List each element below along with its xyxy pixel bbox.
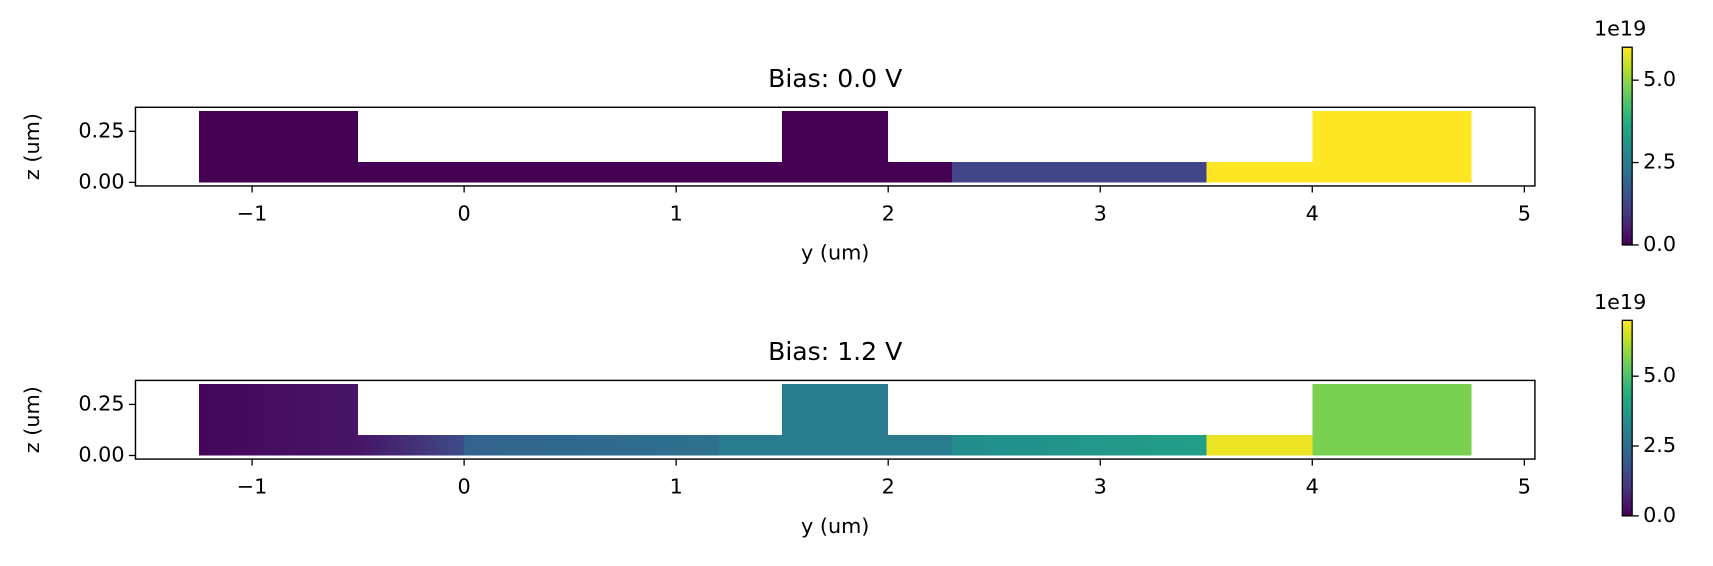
region <box>782 383 889 456</box>
y-tick-label: 0.00 <box>78 169 124 193</box>
chart-title: Bias: 1.2 V <box>768 337 902 366</box>
y-tick-label: 0.00 <box>78 442 124 466</box>
x-tick-label: −1 <box>237 474 268 498</box>
region <box>951 435 1207 456</box>
colorbar-tick-label: 2.5 <box>1643 150 1676 174</box>
colorbar-offset-label: 1e19 <box>1594 17 1646 41</box>
region <box>199 383 359 456</box>
x-tick-label: −1 <box>237 201 268 225</box>
x-tick-label: 3 <box>1094 201 1107 225</box>
x-tick-label: 1 <box>670 201 683 225</box>
y-tick-label: 0.25 <box>78 118 124 142</box>
colorbar-tick-label: 5.0 <box>1643 363 1676 387</box>
y-axis-label: z (um) <box>20 113 44 180</box>
region <box>199 110 359 183</box>
region <box>782 110 889 183</box>
x-tick-label: 2 <box>882 474 895 498</box>
region <box>951 161 1207 183</box>
region <box>1312 383 1472 456</box>
x-tick-label: 5 <box>1518 201 1531 225</box>
colorbar <box>1621 319 1633 517</box>
region <box>358 435 465 456</box>
x-tick-label: 2 <box>882 201 895 225</box>
colorbar-tick-label: 0.0 <box>1643 503 1676 527</box>
x-tick-label: 0 <box>458 201 471 225</box>
chart-title: Bias: 0.0 V <box>768 64 902 93</box>
region <box>464 435 719 456</box>
x-axis-label: y (um) <box>801 241 869 265</box>
x-tick-label: 3 <box>1094 474 1107 498</box>
y-axis-label: z (um) <box>20 386 44 453</box>
x-axis-label: y (um) <box>801 514 869 538</box>
region <box>1206 161 1313 183</box>
x-tick-label: 1 <box>670 474 683 498</box>
colorbar-offset-label: 1e19 <box>1594 290 1646 314</box>
colorbar <box>1621 46 1633 246</box>
colorbar-tick-label: 0.0 <box>1643 232 1676 256</box>
axes-frame <box>134 106 1536 187</box>
colorbar-tick-label: 2.5 <box>1643 433 1676 457</box>
x-tick-label: 4 <box>1306 201 1319 225</box>
axes-frame <box>134 379 1536 460</box>
colorbar-tick-label: 5.0 <box>1643 67 1676 91</box>
region <box>1312 110 1472 183</box>
x-tick-label: 4 <box>1306 474 1319 498</box>
x-tick-label: 0 <box>458 474 471 498</box>
x-tick-label: 5 <box>1518 474 1531 498</box>
y-tick-label: 0.25 <box>78 391 124 415</box>
region <box>1206 435 1313 456</box>
